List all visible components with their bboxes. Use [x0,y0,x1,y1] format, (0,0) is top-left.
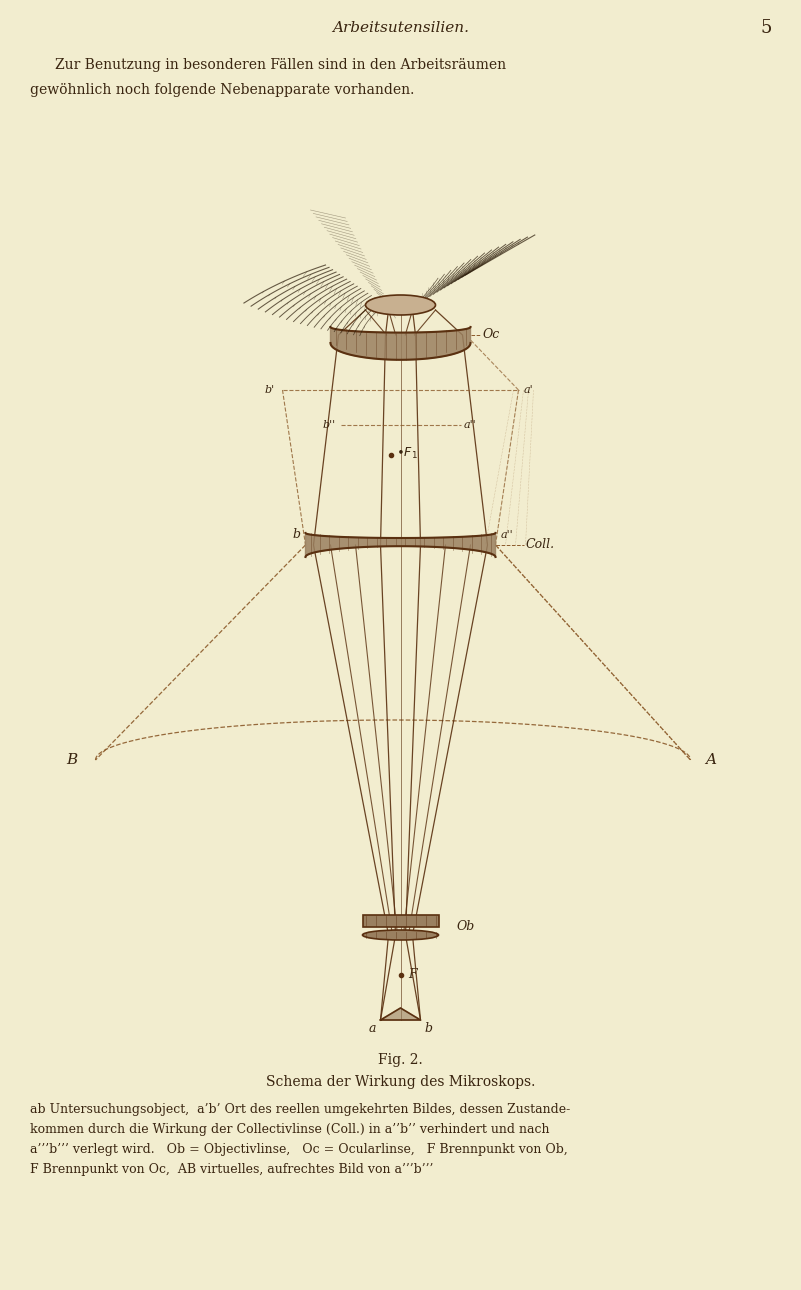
Text: $\bullet F_1$: $\bullet F_1$ [396,445,417,461]
Text: F: F [409,969,417,982]
Text: b': b' [264,384,275,395]
Text: A: A [706,753,717,768]
Ellipse shape [363,930,438,940]
Text: Arbeitsutensilien.: Arbeitsutensilien. [332,21,469,35]
Text: gewöhnlich noch folgende Nebenapparate vorhanden.: gewöhnlich noch folgende Nebenapparate v… [30,83,414,97]
Text: b: b [425,1022,433,1035]
Ellipse shape [365,295,436,315]
Text: Fig. 2.: Fig. 2. [378,1053,423,1067]
Polygon shape [331,326,470,360]
Text: a: a [368,1022,376,1035]
Text: b'': b'' [322,421,336,430]
FancyBboxPatch shape [363,915,438,928]
Text: Oc: Oc [482,329,500,342]
Text: Coll.: Coll. [525,538,554,552]
Polygon shape [305,533,496,557]
Text: 5: 5 [760,19,771,37]
Text: B: B [66,753,78,768]
Text: a': a' [524,384,533,395]
Polygon shape [380,1007,421,1020]
Text: ab Untersuchungsobject,  a’b’ Ort des reellen umgekehrten Bildes, dessen Zustand: ab Untersuchungsobject, a’b’ Ort des ree… [30,1103,570,1117]
Text: F Brennpunkt von Oc,  AB virtuelles, aufrechtes Bild von a’’’b’’’: F Brennpunkt von Oc, AB virtuelles, aufr… [30,1164,433,1176]
Text: a’’’b’’’ verlegt wird.   Ob = Objectivlinse,   Oc = Ocularlinse,   F Brennpunkt : a’’’b’’’ verlegt wird. Ob = Objectivlins… [30,1143,568,1157]
Text: Ob: Ob [457,921,475,934]
Text: Zur Benutzung in besonderen Fällen sind in den Arbeitsräumen: Zur Benutzung in besonderen Fällen sind … [55,58,506,72]
Text: a'': a'' [464,421,476,430]
Text: a'': a'' [501,530,513,541]
Text: kommen durch die Wirkung der Collectivlinse (Coll.) in a’’b’’ verhindert und nac: kommen durch die Wirkung der Collectivli… [30,1124,549,1136]
Text: b: b [292,529,300,542]
Text: Schema der Wirkung des Mikroskops.: Schema der Wirkung des Mikroskops. [266,1075,535,1089]
